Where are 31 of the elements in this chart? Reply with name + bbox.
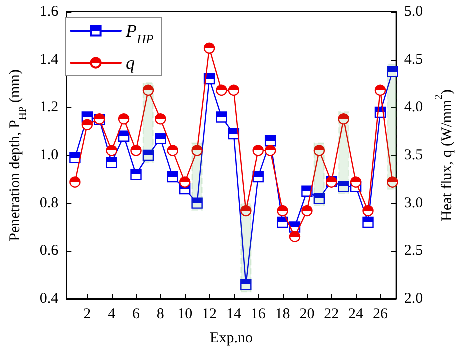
y-tick-label: 0.4 [40,291,60,307]
y2-tick-label: 4.0 [404,100,424,116]
y2-axis-title: Heat flux, q (W/mm2) [434,90,456,222]
legend-label: q [126,53,135,73]
y-tick-label: 0.8 [40,195,59,212]
y2-tick-label: 4.5 [404,52,424,68]
y-tick-label: 1.2 [40,100,59,116]
y2-tick-label: 3.5 [404,148,424,164]
x-tick-label: 20 [300,306,315,322]
y-tick-label: 0.6 [40,243,60,260]
y2-tick-label: 5.0 [404,4,424,20]
x-tick-label: 24 [348,306,364,322]
x-tick-label: 26 [372,306,388,322]
x-tick-label: 22 [324,306,340,322]
x-tick-label: 16 [250,306,266,322]
y-tick-label: 1.6 [40,4,60,20]
y-tick-label: 1.4 [40,52,60,68]
x-tick-label: 14 [226,306,242,322]
x-tick-label: 6 [132,306,141,322]
x-tick-label: 18 [275,306,290,322]
y2-tick-label: 2.5 [404,243,424,260]
x-axis-title: Exp.no [210,330,253,346]
y2-tick-label: 2.0 [404,291,424,307]
x-tick-label: 8 [156,306,164,322]
y-tick-label: 1.0 [40,148,59,164]
y2-tick-label: 3.0 [404,195,424,212]
x-tick-label: 12 [202,306,218,322]
y-axis-title: Penetration depth, PHP (mm) [8,70,29,242]
x-tick-label: 4 [108,306,116,322]
x-tick-label: 10 [178,306,193,322]
x-tick-label: 2 [84,306,92,322]
